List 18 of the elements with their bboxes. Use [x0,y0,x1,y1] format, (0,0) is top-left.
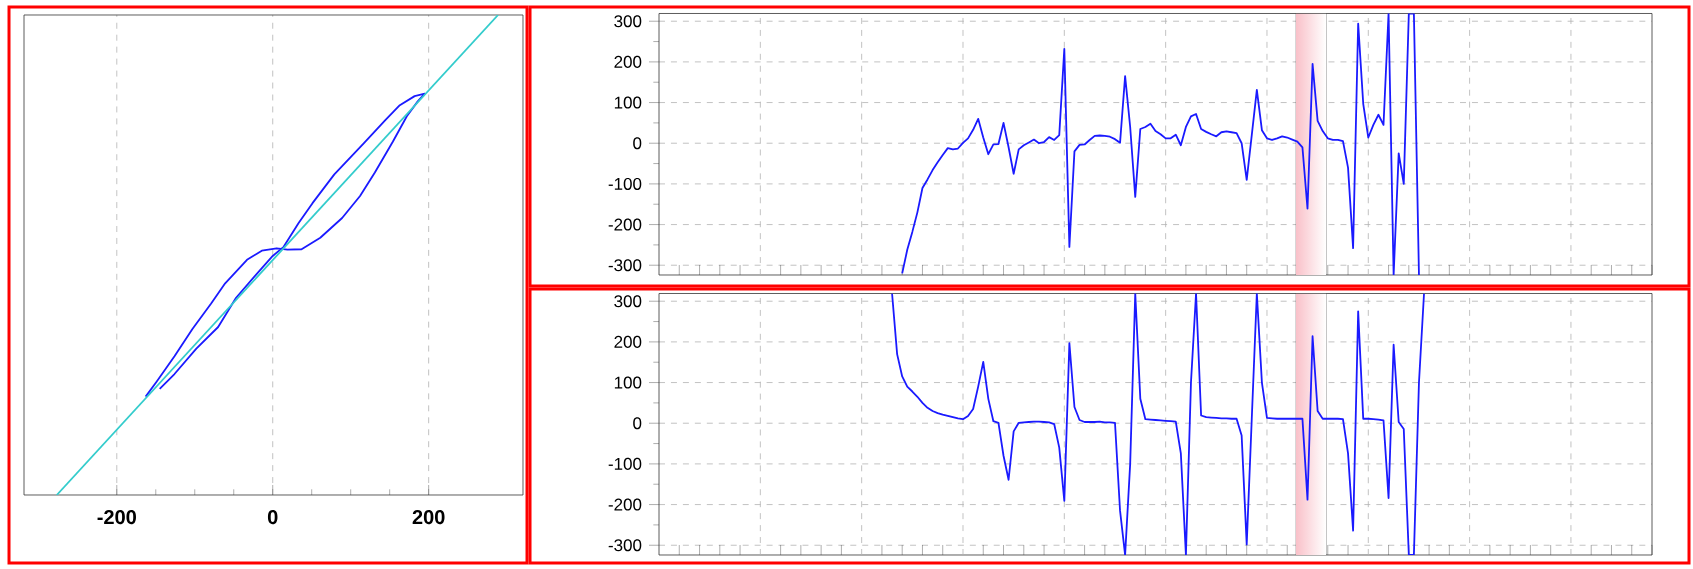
y-tick-label: 200 [614,336,642,349]
y-tick-label: -300 [608,539,642,552]
y-tick-label: -200 [608,498,642,511]
y-tick-label: 300 [614,295,642,308]
y-tick-label: 100 [614,376,642,389]
x-tick-label: 200 [412,510,445,525]
y-tick-label: 0 [633,417,642,430]
y-tick-label: 200 [614,56,642,69]
y-tick-label: -200 [608,218,642,231]
y-tick-label: 300 [614,15,642,28]
y-tick-label: 0 [633,137,642,150]
y-tick-label: 100 [614,96,642,109]
y-tick-label: -100 [608,458,642,471]
y-tick-label: -300 [608,259,642,272]
y-tick-label: -100 [608,178,642,191]
x-tick-label: 0 [267,510,278,525]
x-tick-label: -200 [97,510,136,525]
line-series [901,13,1420,276]
